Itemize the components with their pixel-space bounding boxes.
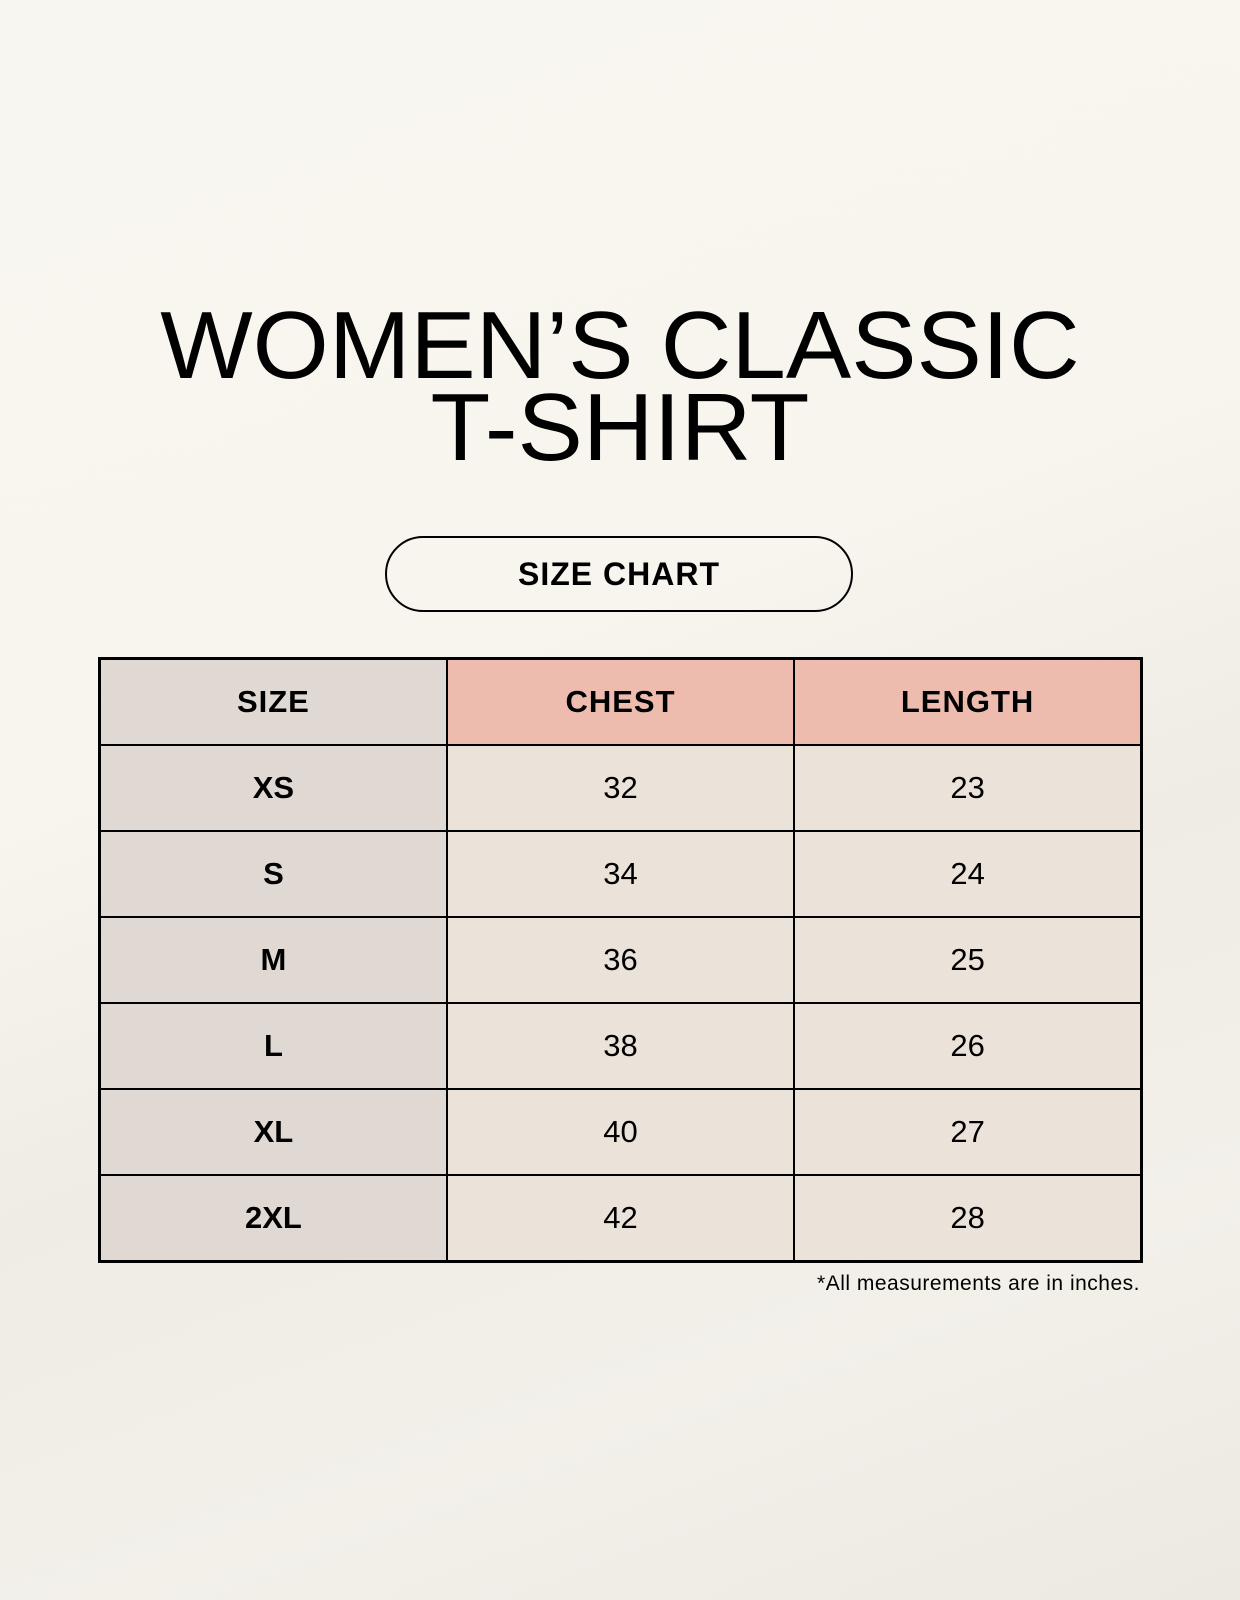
length-cell: 24 — [793, 830, 1143, 918]
table-header-row: SIZE CHEST LENGTH — [98, 657, 1143, 746]
size-cell: L — [98, 1002, 448, 1090]
chest-cell: 34 — [445, 830, 796, 918]
chest-cell: 42 — [445, 1174, 796, 1263]
title-line-2: T-SHIRT — [430, 374, 810, 481]
length-cell: 27 — [793, 1088, 1143, 1176]
size-cell: XS — [98, 744, 448, 832]
size-cell: M — [98, 916, 448, 1004]
chest-cell: 32 — [445, 744, 796, 832]
size-table: SIZE CHEST LENGTH XS 32 23 S 34 24 M 36 25 L 38 26 X… — [98, 657, 1143, 1263]
length-cell: 25 — [793, 916, 1143, 1004]
header-size: SIZE — [98, 657, 448, 746]
table-row: 2XL 42 28 — [98, 1174, 1143, 1263]
table-row: XL 40 27 — [98, 1088, 1143, 1176]
size-cell: 2XL — [98, 1174, 448, 1263]
chest-cell: 40 — [445, 1088, 796, 1176]
length-cell: 23 — [793, 744, 1143, 832]
size-cell: S — [98, 830, 448, 918]
table-row: L 38 26 — [98, 1002, 1143, 1090]
chest-cell: 38 — [445, 1002, 796, 1090]
size-chart-badge: SIZE CHART — [385, 536, 853, 612]
header-length: LENGTH — [793, 657, 1143, 746]
header-chest: CHEST — [445, 657, 796, 746]
chest-cell: 36 — [445, 916, 796, 1004]
page-title: WOMEN’S CLASSIC T-SHIRT — [0, 292, 1240, 481]
table-row: XS 32 23 — [98, 744, 1143, 832]
footnote: *All measurements are in inches. — [817, 1272, 1140, 1295]
table-row: S 34 24 — [98, 830, 1143, 918]
size-cell: XL — [98, 1088, 448, 1176]
table-row: M 36 25 — [98, 916, 1143, 1004]
length-cell: 26 — [793, 1002, 1143, 1090]
length-cell: 28 — [793, 1174, 1143, 1263]
title-line-1: WOMEN’S CLASSIC — [160, 292, 1080, 399]
